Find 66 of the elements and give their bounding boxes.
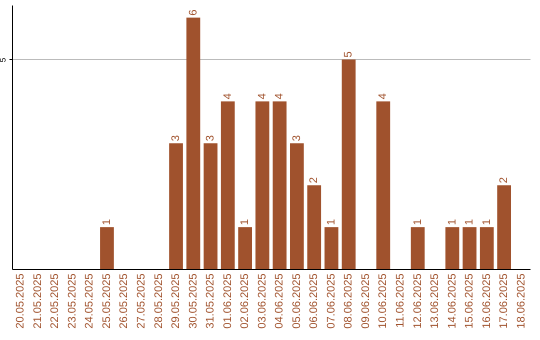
data-label: 1 [100, 218, 113, 226]
x-tick-label: 22.05.2025 [49, 274, 62, 329]
data-label: 2 [498, 177, 510, 184]
data-label: 4 [256, 93, 268, 100]
x-tick-label: 08.06.2025 [342, 274, 355, 329]
bar [290, 143, 304, 269]
x-tick-label: 20.05.2025 [14, 274, 27, 329]
bar [169, 143, 183, 269]
data-label: 2 [308, 177, 320, 184]
x-tick-label: 07.06.2025 [325, 274, 338, 329]
data-label: 1 [464, 218, 476, 226]
x-tick-label: 02.06.2025 [239, 274, 252, 329]
data-label: 3 [290, 135, 303, 142]
x-tick-label: 05.06.2025 [290, 274, 303, 329]
bar [204, 143, 218, 269]
x-tick-label: 28.05.2025 [152, 274, 165, 329]
x-tick-label: 29.05.2025 [170, 274, 182, 329]
x-tick-label: 23.05.2025 [66, 274, 78, 329]
x-tick-label: 30.05.2025 [187, 274, 200, 329]
bar [272, 101, 287, 269]
x-tick-label: 17.06.2025 [498, 274, 510, 329]
bar [220, 101, 235, 269]
x-tick-label: 11.06.2025 [394, 274, 406, 328]
bar [186, 18, 200, 269]
bar [342, 59, 356, 269]
data-label: 5 [342, 51, 355, 58]
data-label: 1 [325, 218, 338, 226]
data-label: 3 [204, 135, 217, 142]
data-label: 3 [170, 135, 182, 142]
x-tick-label: 13.06.2025 [429, 274, 442, 329]
bar [480, 227, 494, 269]
x-tick-label: 15.06.2025 [464, 274, 476, 329]
x-tick-label: 09.06.2025 [360, 274, 372, 329]
x-tick-label: 14.06.2025 [446, 274, 458, 329]
x-tick-label: 10.06.2025 [377, 274, 390, 329]
data-label: 1 [446, 218, 458, 226]
data-label: 4 [377, 93, 390, 100]
bar [376, 101, 390, 269]
bar [410, 227, 425, 269]
x-tick-label: 16.06.2025 [480, 274, 493, 329]
x-tick-label: 12.06.2025 [412, 274, 424, 329]
bar [324, 227, 338, 269]
x-tick-label: 24.05.2025 [84, 274, 96, 329]
x-tick-label: 27.05.2025 [136, 274, 148, 329]
data-label: 4 [274, 93, 286, 100]
x-tick-label: 18.06.2025 [515, 274, 528, 329]
x-tick-label: 25.05.2025 [100, 274, 113, 329]
x-tick-label: 06.06.2025 [308, 274, 320, 329]
x-tick-label: 04.06.2025 [274, 274, 286, 329]
x-tick-label: 01.06.2025 [222, 274, 234, 329]
data-label: 1 [480, 218, 493, 226]
bar [100, 227, 114, 269]
data-label: 4 [222, 93, 234, 100]
x-tick-label: 03.06.2025 [256, 274, 268, 329]
bar [255, 101, 270, 269]
bar [445, 227, 460, 269]
x-tick-label: 31.05.2025 [204, 274, 217, 329]
bar [497, 185, 512, 269]
bar [238, 227, 252, 269]
x-tick-label: 21.05.2025 [32, 274, 44, 329]
data-label: 1 [412, 218, 424, 226]
data-label: 1 [239, 218, 252, 226]
data-label: 6 [187, 9, 200, 16]
bar [462, 227, 476, 269]
x-tick-label: 26.05.2025 [118, 274, 130, 329]
bar [307, 185, 322, 269]
